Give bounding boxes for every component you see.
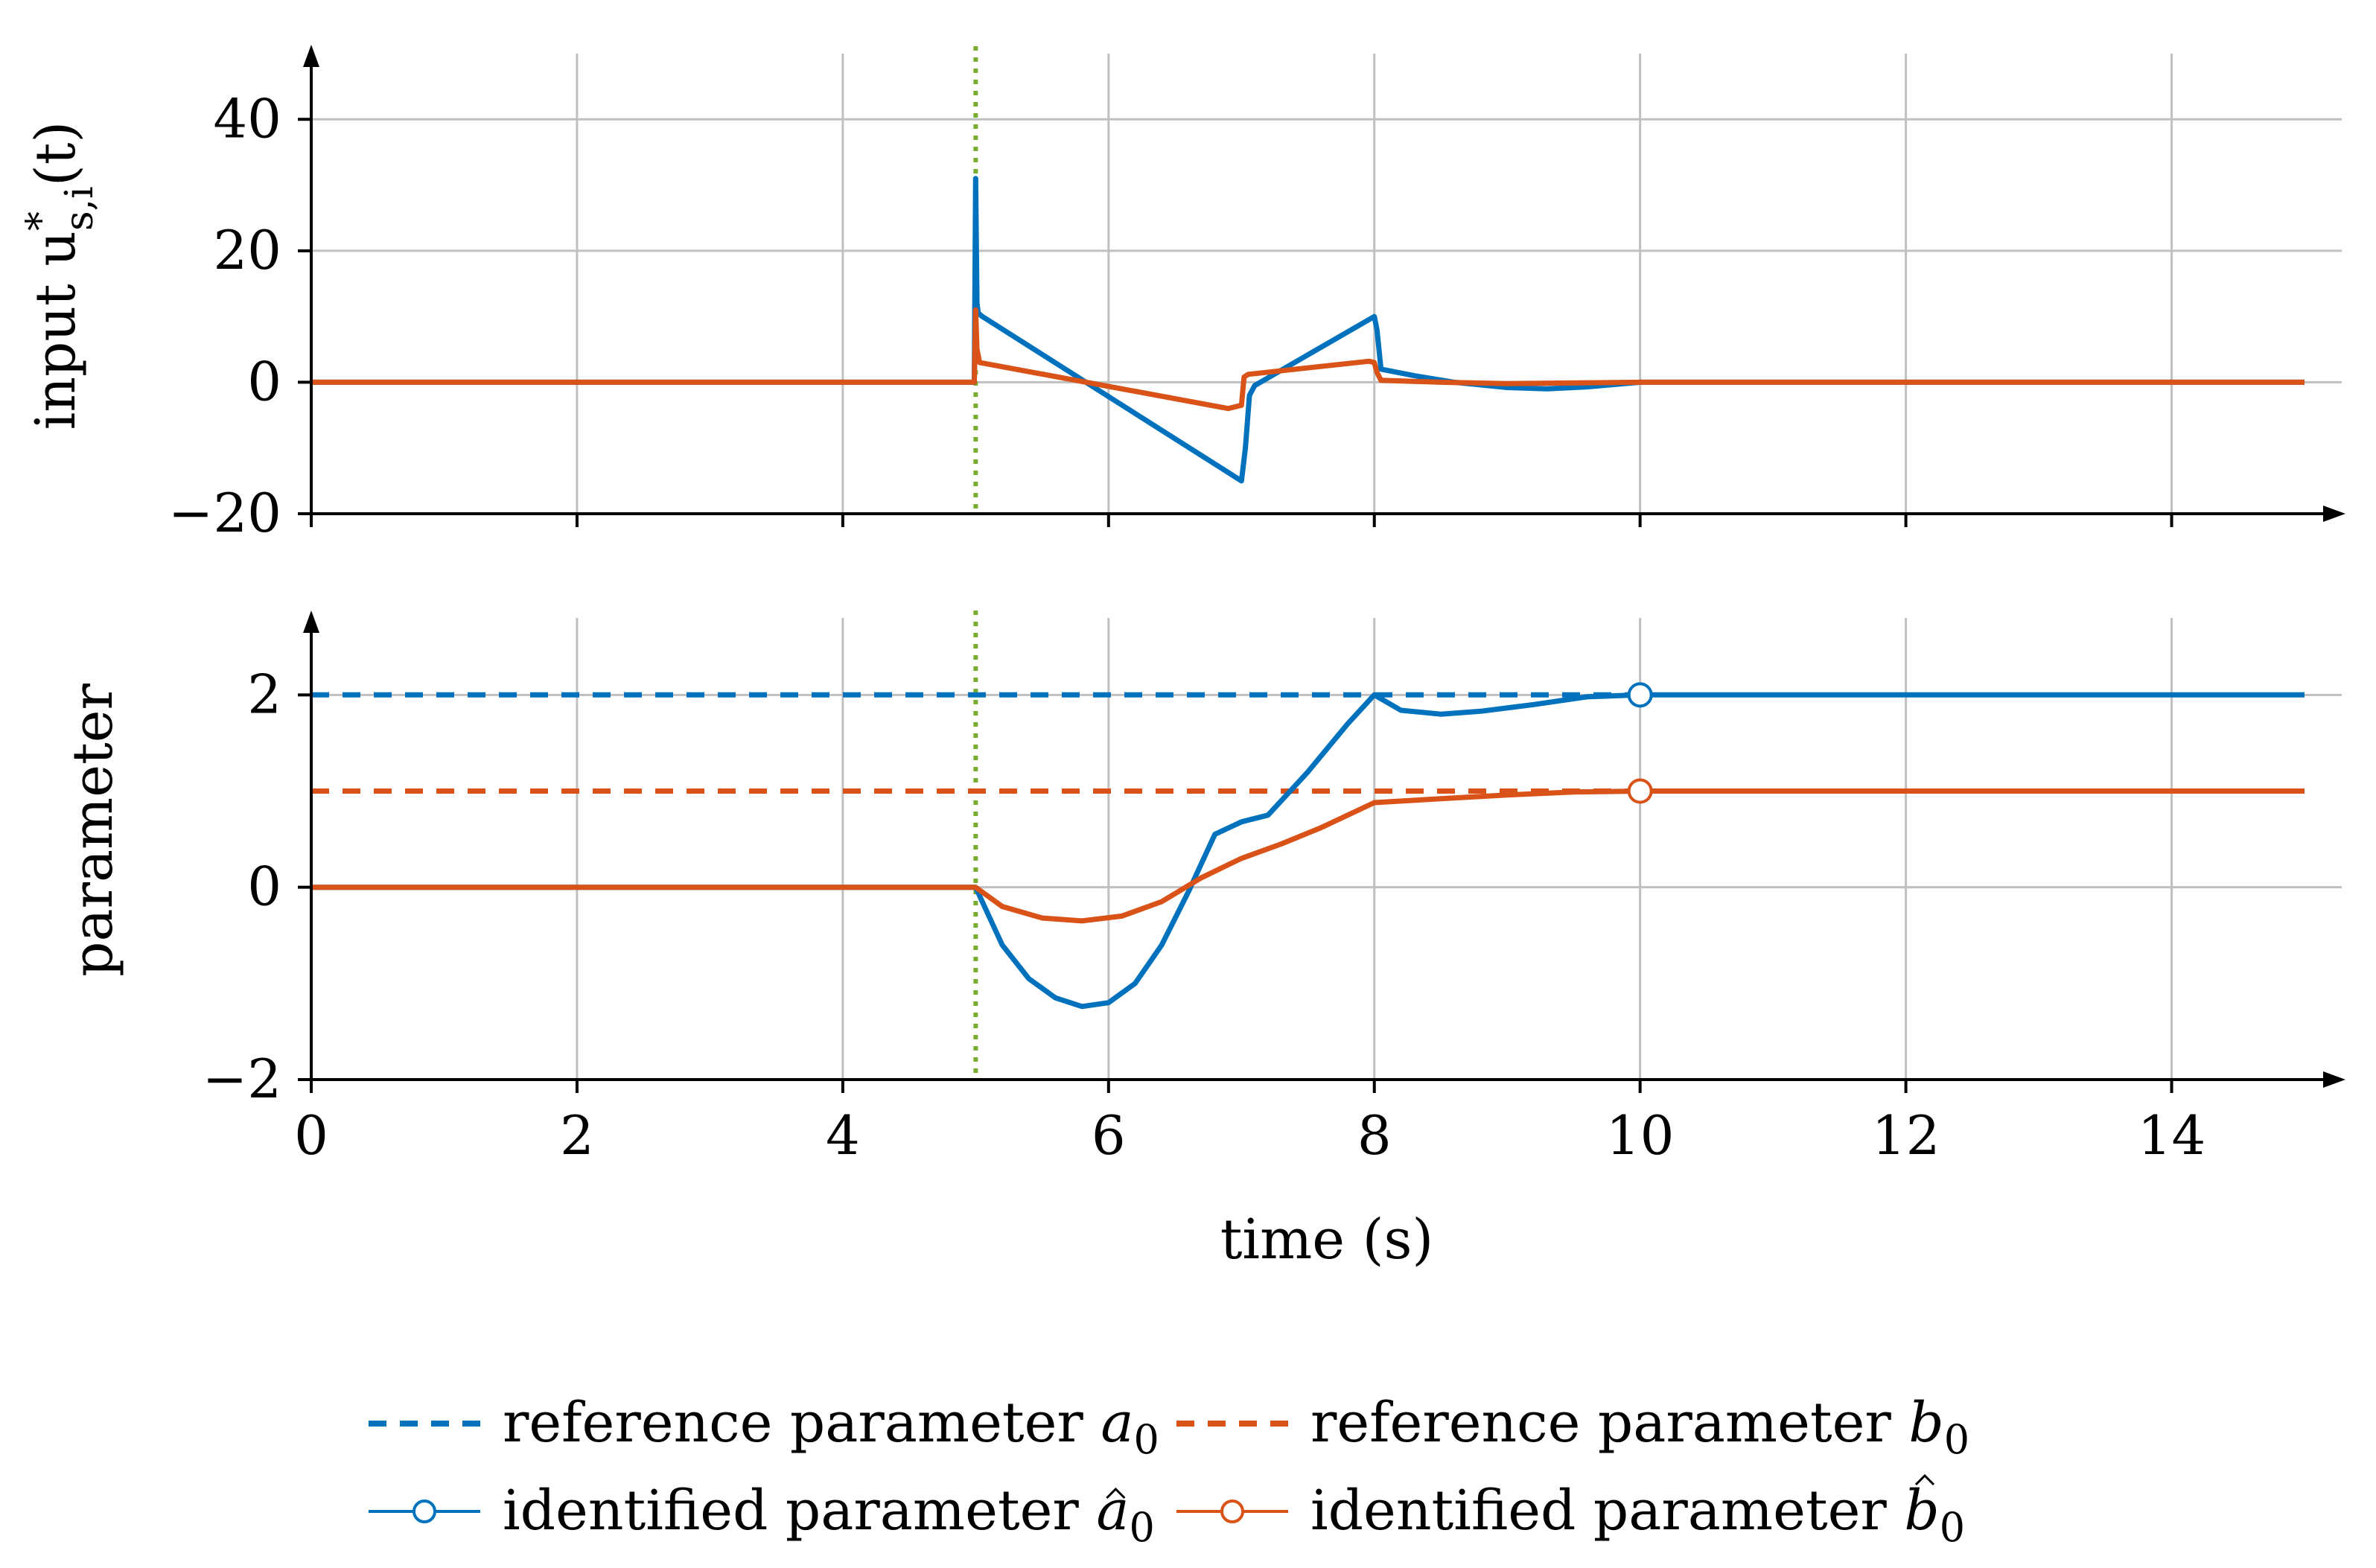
- legend-item: reference parameter b0: [1176, 1391, 1969, 1463]
- input-chart-y-tick-label: −20: [168, 482, 281, 544]
- legend-hat-accent: [1914, 1473, 1935, 1486]
- x-tick-label: 14: [2138, 1104, 2206, 1167]
- parameter-chart-series-3: [311, 788, 2305, 924]
- x-axis-label: time (s): [1220, 1208, 1434, 1272]
- parameter-chart-grid: [311, 618, 2342, 1080]
- input-chart-series-1: [311, 307, 2305, 412]
- parameter-chart: −202 0 2 4 6 8 10 12 14 parameter time (s): [61, 611, 2345, 1272]
- parameter-chart-y-ticks: −2 0 2: [203, 663, 281, 1110]
- legend-label: reference parameter a0: [503, 1391, 1159, 1463]
- input-chart-grid: [311, 54, 2342, 514]
- parameter-chart-y-axis-arrow-icon: [303, 611, 319, 633]
- parameter-chart-y-tick-label: 2: [247, 663, 281, 725]
- parameter-chart-end-marker-3: [1627, 778, 1653, 804]
- parameter-chart-x-axis-arrow-icon: [2323, 1071, 2345, 1088]
- input-chart-y-ticks: −20 0 20 40: [168, 87, 281, 544]
- legend-circle-marker-icon: [413, 1500, 436, 1523]
- legend: reference parameter a0 reference paramete…: [369, 1391, 1969, 1551]
- legend-item: identified parameter a0: [369, 1479, 1155, 1551]
- input-chart-y-tick-label: 20: [213, 219, 281, 281]
- x-tick-label: 12: [1872, 1104, 1940, 1167]
- input-chart-x-axis-arrow-icon: [2323, 506, 2345, 522]
- parameter-chart-series-2: [311, 692, 2305, 1010]
- parameter-chart-y-tick-label: 0: [247, 855, 281, 918]
- legend-item: identified parameter b0: [1176, 1473, 1965, 1551]
- input-chart-axes: [298, 45, 2345, 527]
- input-chart-y-axis-arrow-icon: [303, 45, 319, 67]
- parameter-chart-x-ticks: 0 2 4 6 8 10 12 14: [294, 1104, 2205, 1167]
- x-tick-label: 4: [826, 1104, 860, 1167]
- legend-label: reference parameter b0: [1310, 1391, 1969, 1463]
- parameter-chart-markers: [1627, 682, 1653, 804]
- x-tick-label: 8: [1357, 1104, 1392, 1167]
- parameter-chart-axes: [298, 611, 2345, 1093]
- input-chart-y-tick-label: 0: [247, 350, 281, 412]
- input-chart-y-tick-label: 40: [213, 87, 281, 150]
- legend-circle-marker-icon: [1220, 1500, 1244, 1523]
- parameter-chart-end-marker-2: [1627, 682, 1653, 708]
- x-tick-label: 6: [1092, 1104, 1126, 1167]
- x-tick-label: 0: [294, 1104, 328, 1167]
- legend-label: identified parameter b0: [1310, 1479, 1965, 1551]
- legend-item: reference parameter a0: [369, 1391, 1159, 1463]
- legend-label: identified parameter a0: [503, 1479, 1155, 1551]
- x-tick-label: 10: [1606, 1104, 1675, 1167]
- parameter-chart-y-axis-label: parameter: [61, 683, 125, 976]
- parameter-chart-series: [311, 692, 2305, 1010]
- legend-hat-accent: [1106, 1487, 1126, 1500]
- input-chart: −20 0 20 40 input u*s,i(t): [19, 45, 2345, 544]
- input-chart-y-axis-label: input u*s,i(t): [19, 121, 102, 430]
- input-chart-series: [311, 176, 2305, 484]
- parameter-chart-y-tick-label: −2: [203, 1048, 281, 1110]
- x-tick-label: 2: [560, 1104, 594, 1167]
- input-chart-series-0: [311, 176, 2305, 484]
